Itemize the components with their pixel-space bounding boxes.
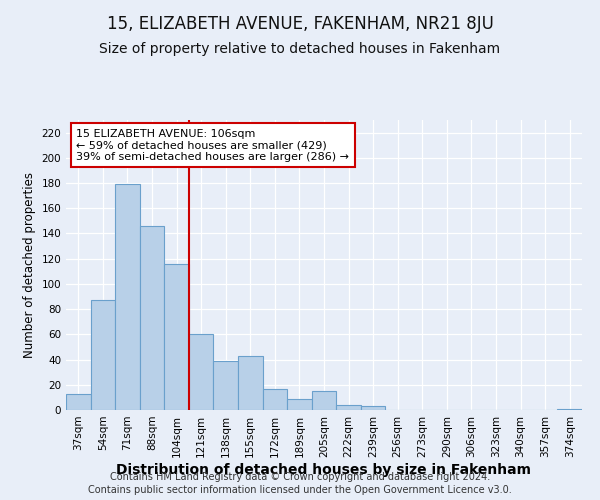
Bar xyxy=(115,184,140,410)
Bar xyxy=(214,361,238,410)
Bar xyxy=(91,300,115,410)
Bar xyxy=(189,334,214,410)
Bar xyxy=(164,264,189,410)
X-axis label: Distribution of detached houses by size in Fakenham: Distribution of detached houses by size … xyxy=(116,462,532,476)
Bar xyxy=(287,398,312,410)
Bar xyxy=(263,388,287,410)
Text: Size of property relative to detached houses in Fakenham: Size of property relative to detached ho… xyxy=(100,42,500,56)
Bar xyxy=(66,394,91,410)
Bar xyxy=(312,391,336,410)
Text: 15 ELIZABETH AVENUE: 106sqm
← 59% of detached houses are smaller (429)
39% of se: 15 ELIZABETH AVENUE: 106sqm ← 59% of det… xyxy=(76,128,349,162)
Y-axis label: Number of detached properties: Number of detached properties xyxy=(23,172,36,358)
Text: Contains public sector information licensed under the Open Government Licence v3: Contains public sector information licen… xyxy=(88,485,512,495)
Text: Contains HM Land Registry data © Crown copyright and database right 2024.: Contains HM Land Registry data © Crown c… xyxy=(110,472,490,482)
Bar xyxy=(361,406,385,410)
Text: 15, ELIZABETH AVENUE, FAKENHAM, NR21 8JU: 15, ELIZABETH AVENUE, FAKENHAM, NR21 8JU xyxy=(107,15,493,33)
Bar xyxy=(140,226,164,410)
Bar xyxy=(557,408,582,410)
Bar xyxy=(238,356,263,410)
Bar xyxy=(336,405,361,410)
